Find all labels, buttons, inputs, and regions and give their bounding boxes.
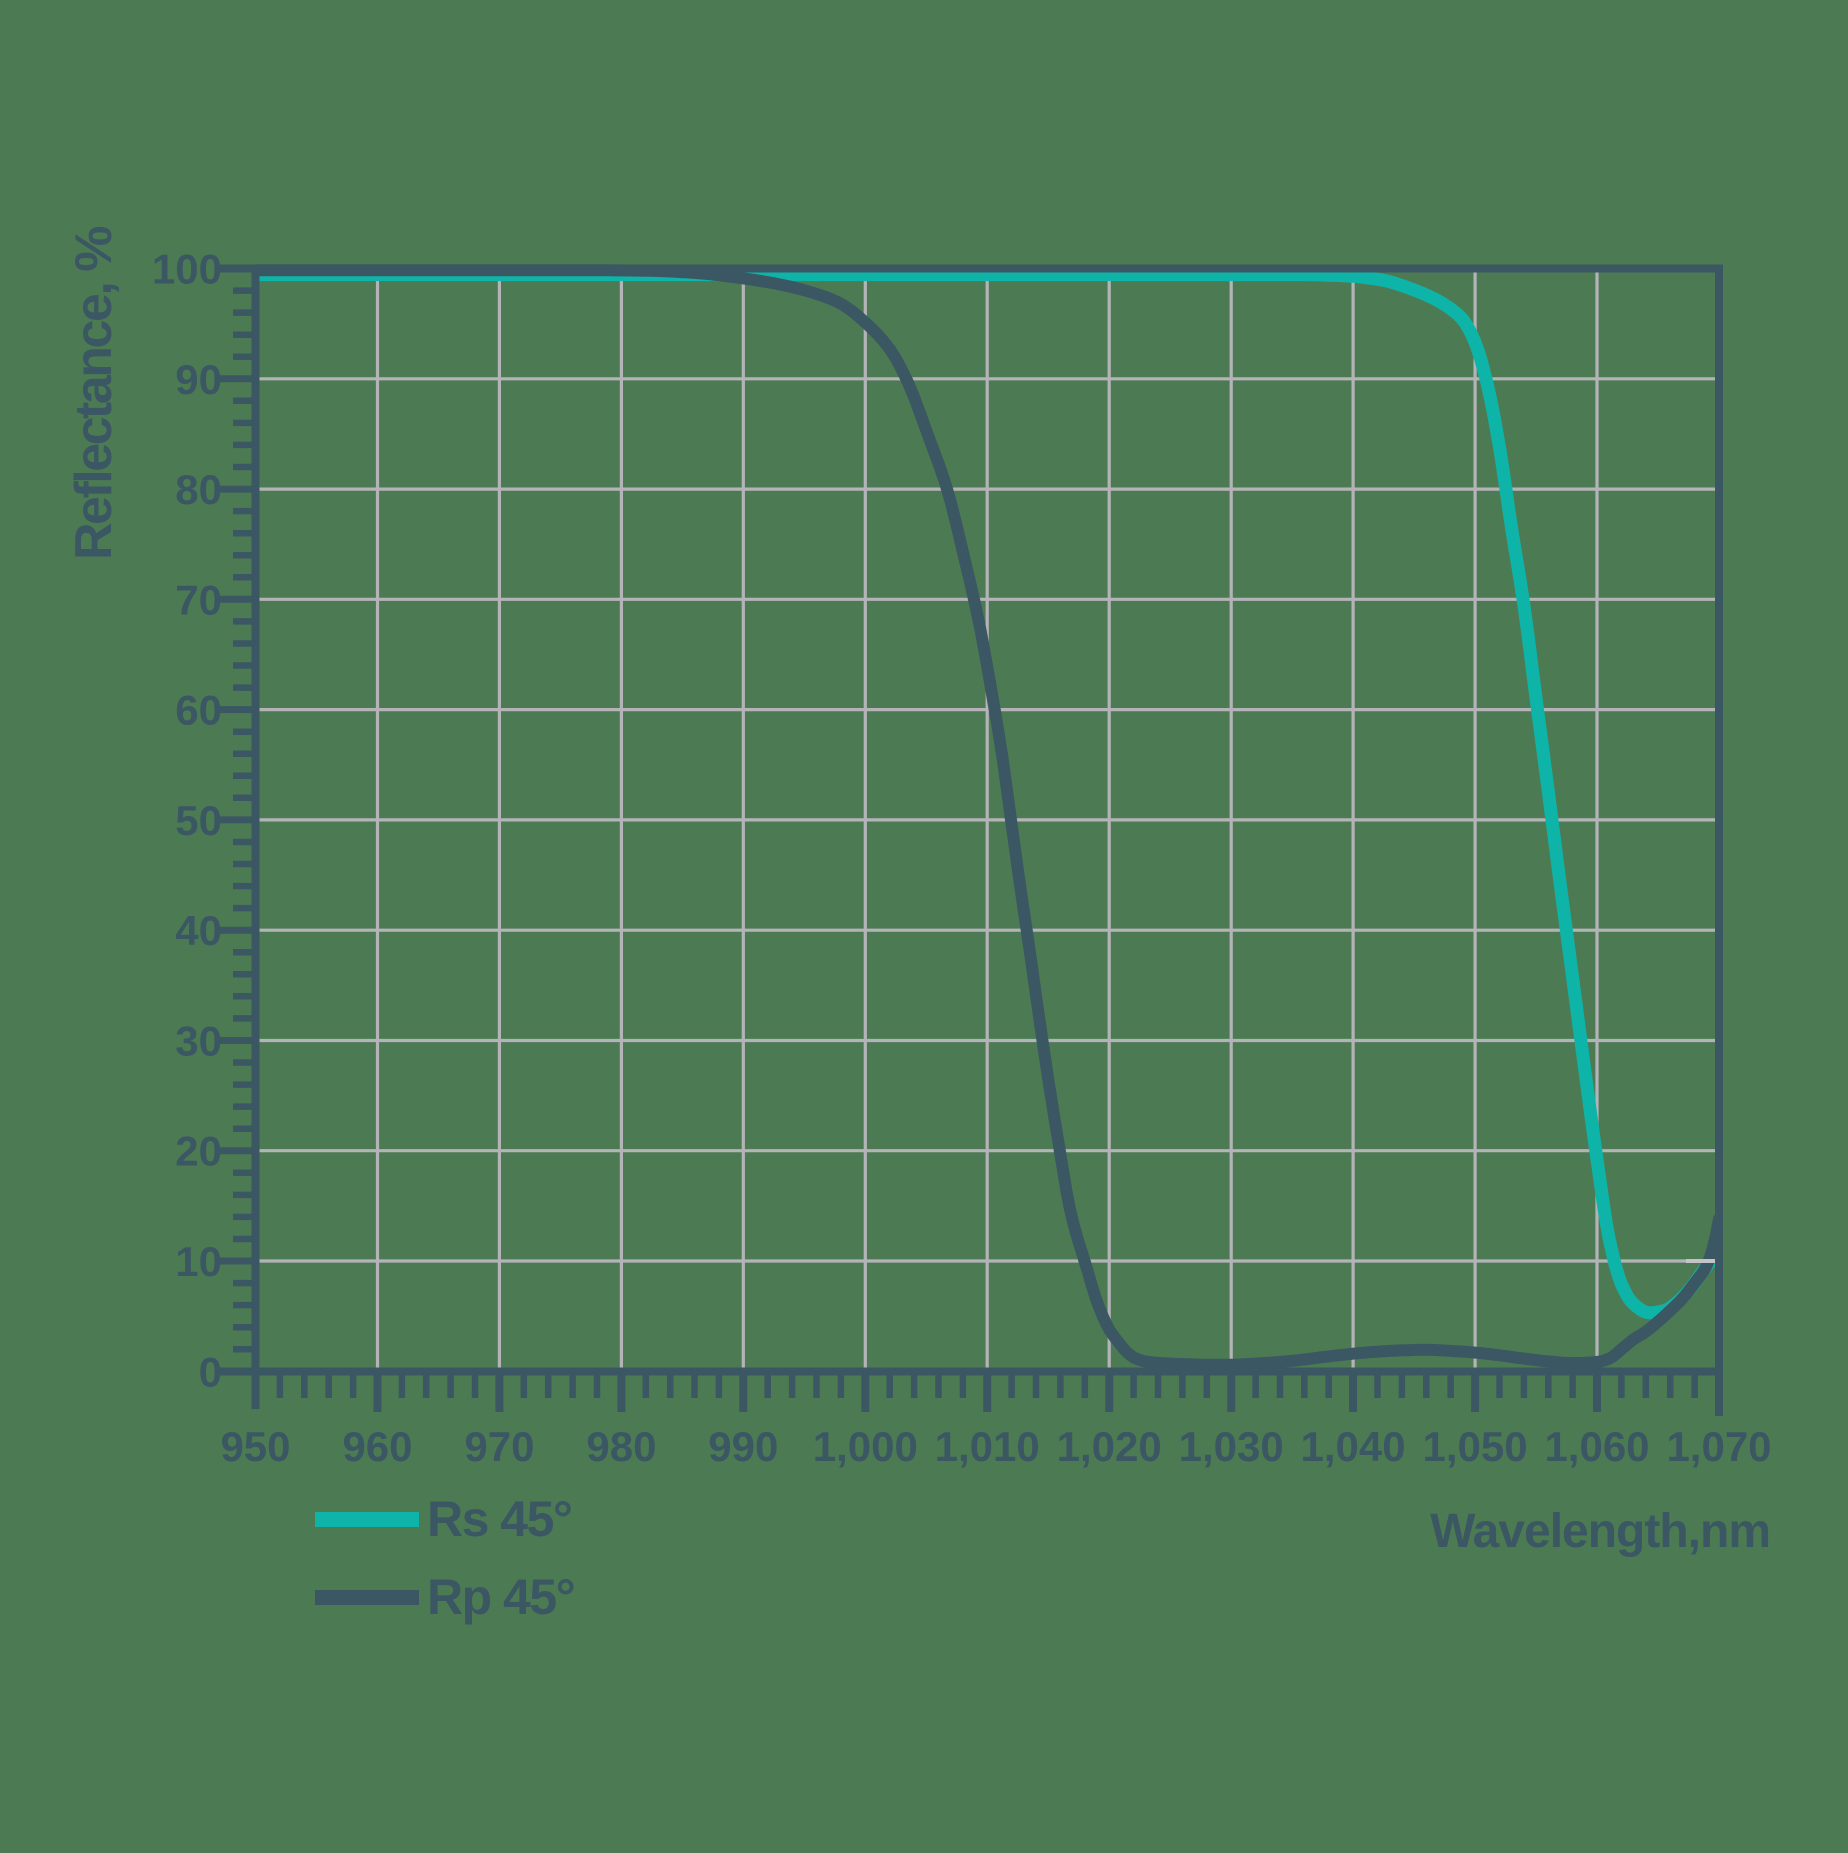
svg-text:990: 990 xyxy=(708,1423,778,1470)
svg-text:1,030: 1,030 xyxy=(1179,1423,1284,1470)
svg-text:1,040: 1,040 xyxy=(1301,1423,1406,1470)
svg-text:1,020: 1,020 xyxy=(1057,1423,1162,1470)
svg-text:30: 30 xyxy=(175,1018,222,1065)
svg-text:1,050: 1,050 xyxy=(1423,1423,1528,1470)
svg-text:80: 80 xyxy=(175,466,222,513)
svg-text:950: 950 xyxy=(220,1423,290,1470)
svg-text:960: 960 xyxy=(342,1423,412,1470)
svg-text:1,010: 1,010 xyxy=(935,1423,1040,1470)
svg-text:970: 970 xyxy=(464,1423,534,1470)
svg-text:1,000: 1,000 xyxy=(813,1423,918,1470)
svg-text:50: 50 xyxy=(175,797,222,844)
svg-text:Wavelength,nm: Wavelength,nm xyxy=(1430,1505,1770,1558)
svg-text:1,070: 1,070 xyxy=(1666,1423,1771,1470)
svg-text:10: 10 xyxy=(175,1238,222,1285)
svg-text:1,060: 1,060 xyxy=(1544,1423,1649,1470)
svg-text:90: 90 xyxy=(175,356,222,403)
svg-text:Rs 45°: Rs 45° xyxy=(427,1491,571,1547)
svg-text:100: 100 xyxy=(152,246,222,293)
svg-text:980: 980 xyxy=(586,1423,656,1470)
svg-text:20: 20 xyxy=(175,1128,222,1175)
svg-text:60: 60 xyxy=(175,687,222,734)
svg-text:Rp 45°: Rp 45° xyxy=(427,1569,574,1625)
svg-text:40: 40 xyxy=(175,907,222,954)
svg-text:Reflectance, %: Reflectance, % xyxy=(65,227,123,560)
svg-text:70: 70 xyxy=(175,576,222,623)
svg-text:0: 0 xyxy=(199,1348,222,1395)
